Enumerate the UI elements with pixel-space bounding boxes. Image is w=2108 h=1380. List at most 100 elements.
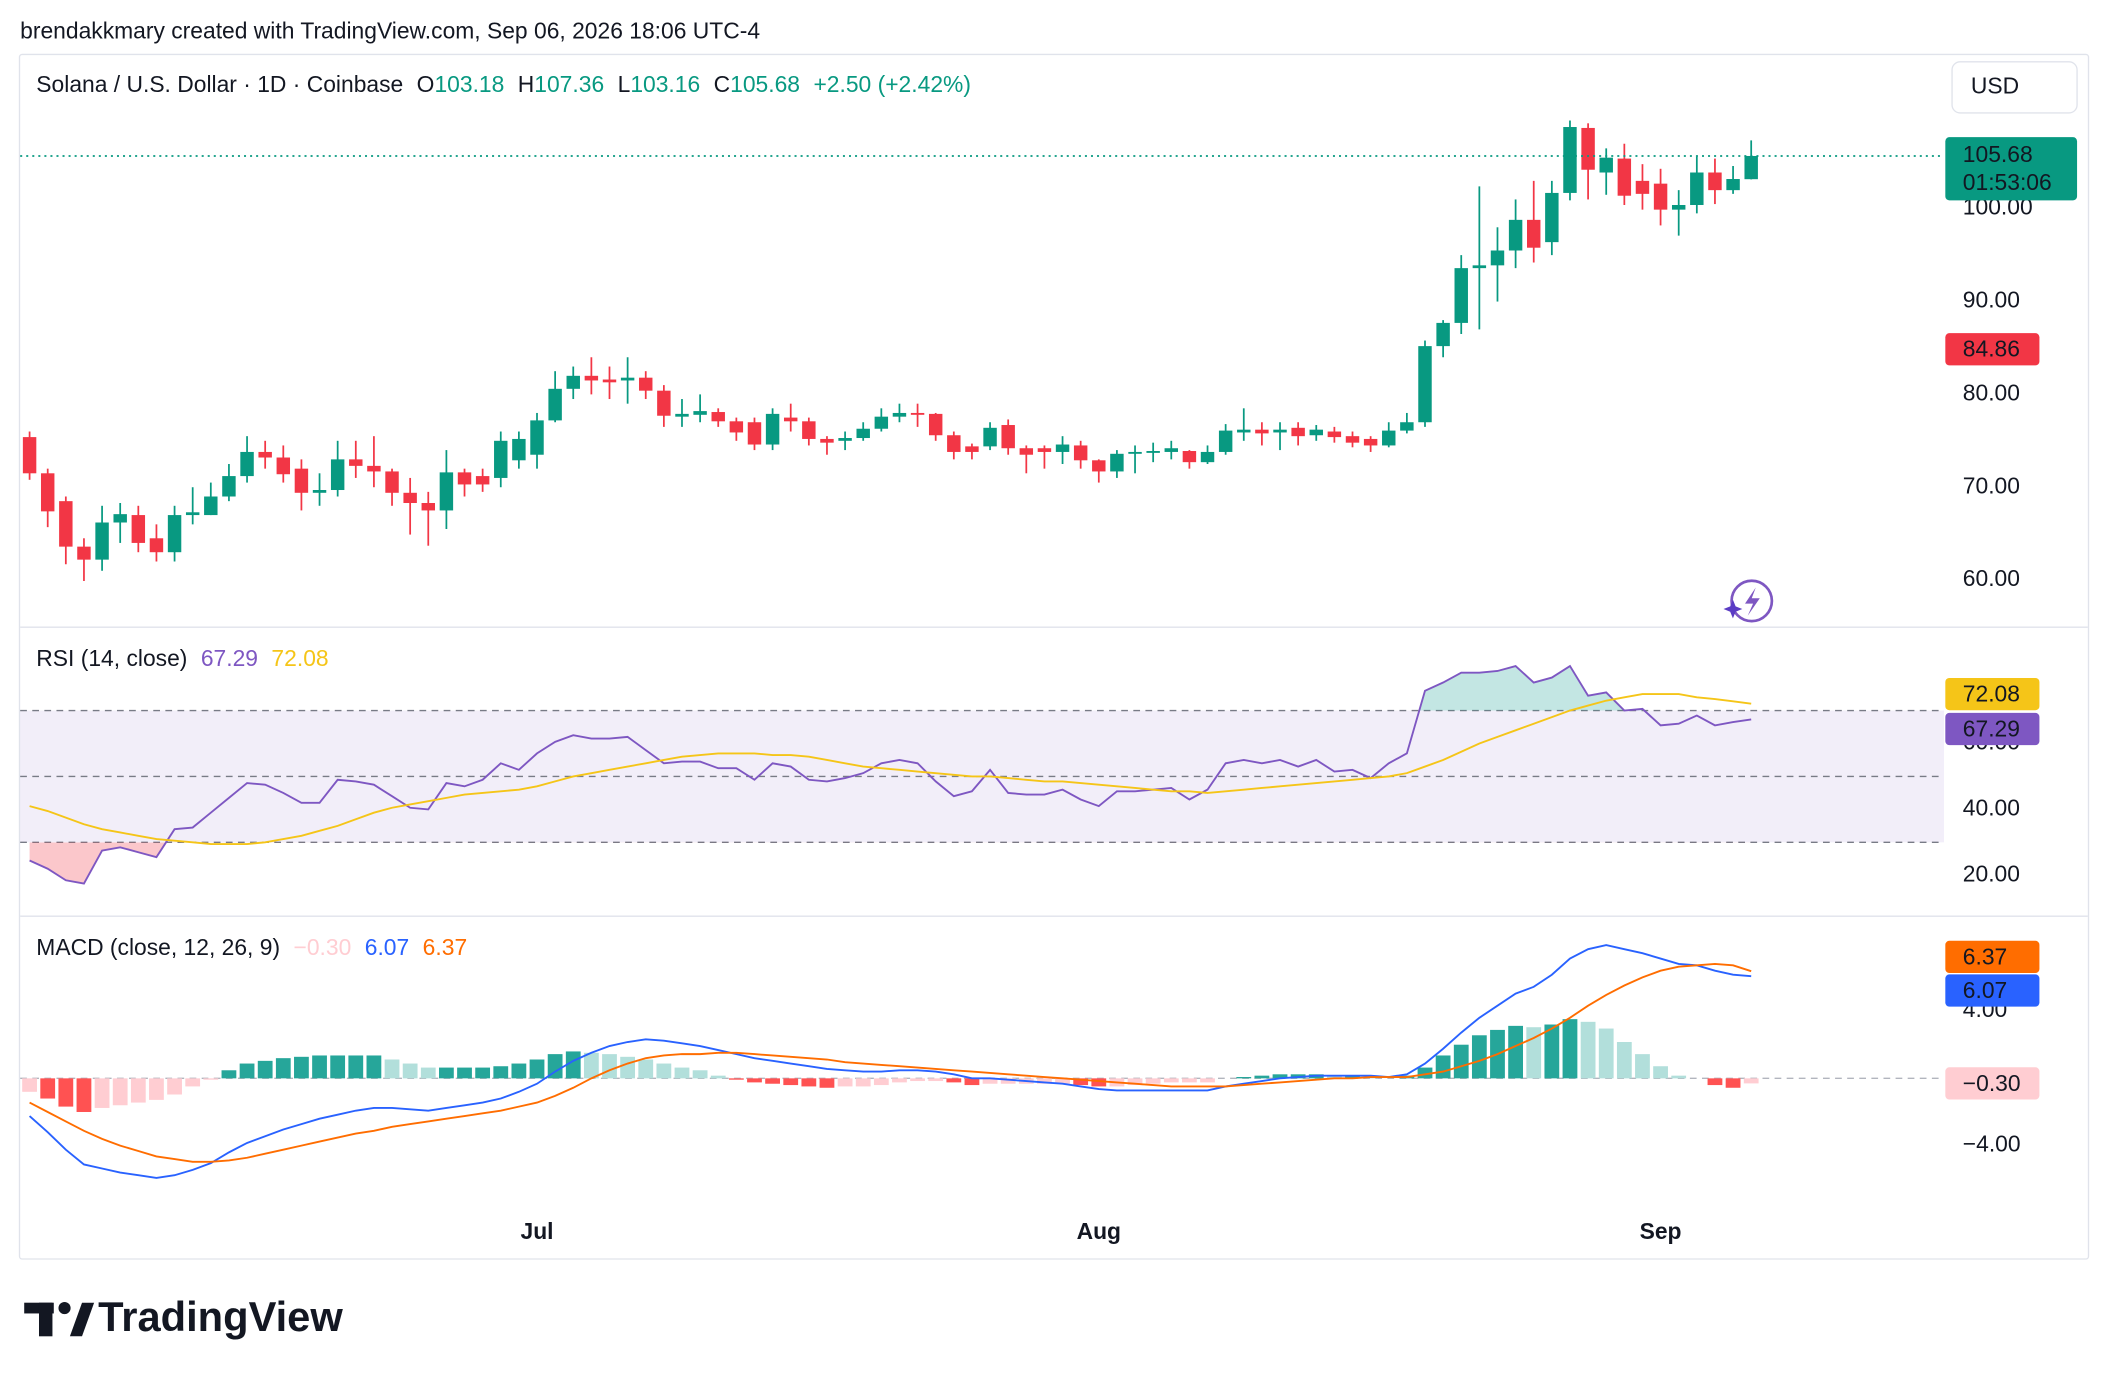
histogram-bar (257, 1060, 273, 1079)
candle-body (1508, 219, 1523, 251)
histogram-bar (1508, 1025, 1523, 1079)
macd-value-label: 6.37 (1945, 940, 2040, 974)
macd-legend-value: −0.30 (294, 934, 352, 960)
price-line-label: 84.86 (1945, 333, 2040, 366)
candle-body (385, 471, 399, 493)
histogram-bar (873, 1078, 889, 1086)
histogram-bar (783, 1078, 799, 1086)
histogram-bar (22, 1078, 37, 1092)
candle-body (910, 412, 925, 415)
x-tick-label: Jul (520, 1218, 553, 1244)
histogram-bar (1616, 1042, 1632, 1079)
candle-body (1073, 445, 1088, 461)
histogram-bar (728, 1078, 744, 1080)
chart-frame (18, 53, 2090, 1260)
price-line-label-box (1945, 333, 2040, 366)
candle-body (1581, 127, 1595, 170)
y-tick-label: 90.00 (1963, 287, 2020, 313)
candle-body (512, 438, 526, 461)
histogram-bar (1707, 1078, 1723, 1086)
histogram-bar (40, 1078, 56, 1099)
rsi-value-label-box (1945, 677, 2040, 711)
histogram-bar (529, 1059, 545, 1079)
macd-title: MACD (close, 12, 26, 9) (36, 934, 280, 960)
brand-logo (24, 1302, 95, 1337)
histogram-bar (819, 1078, 835, 1088)
candle-body (1146, 451, 1160, 453)
candle-body (1019, 448, 1034, 455)
histogram-bar (457, 1067, 472, 1079)
candle-body (494, 440, 508, 478)
candle-body (1418, 346, 1432, 423)
candle-body (1563, 127, 1577, 193)
histogram-bar (76, 1078, 92, 1112)
candle-body (330, 459, 345, 491)
y-tick-label: 70.00 (1963, 472, 2020, 498)
histogram-bar (203, 1078, 219, 1080)
macd-header: MACD (close, 12, 26, 9) −0.30 6.07 6.37 (36, 934, 467, 960)
attribution: brendakkmary created with TradingView.co… (20, 17, 760, 43)
symbol-title: Solana / U.S. Dollar · 1D · Coinbase (36, 71, 403, 97)
histogram-bar (185, 1078, 201, 1087)
symbol-header: Solana / U.S. Dollar · 1D · Coinbase O 103… (36, 71, 971, 97)
rsi-value-label: 72.08 (1945, 677, 2040, 711)
histogram-bar (892, 1078, 907, 1083)
rsi-legend-value: 72.08 (271, 645, 328, 671)
candle-body (765, 413, 780, 445)
histogram-bar (1037, 1078, 1052, 1084)
candle-body (131, 515, 146, 543)
rsi-header: RSI (14, close) 67.29 72.08 (36, 645, 328, 671)
histogram-bar (439, 1067, 454, 1079)
ohlc-value: 103.16 (630, 71, 700, 97)
ohlc-value: 107.36 (534, 71, 604, 97)
candle-body (1635, 180, 1650, 194)
candle-body (602, 379, 617, 383)
candle-body (620, 377, 635, 381)
y-tick-label: 80.00 (1963, 379, 2020, 405)
candle-body (856, 428, 870, 439)
rsi-title: RSI (14, close) (36, 645, 187, 671)
currency-button[interactable] (1951, 61, 2078, 114)
y-tick-label: 20.00 (1963, 860, 2020, 886)
candle-body (711, 412, 725, 422)
candle-body (1345, 436, 1360, 443)
ohlc-value: 105.68 (730, 71, 800, 97)
histogram-bar (402, 1063, 418, 1079)
overbought-fill (29, 666, 1752, 711)
histogram-bar (964, 1078, 980, 1086)
histogram-bar (1145, 1078, 1161, 1084)
ohlc-key: O (417, 71, 435, 97)
histogram-bar (1345, 1075, 1360, 1079)
histogram-bar (1254, 1075, 1270, 1079)
histogram-bar (855, 1078, 871, 1087)
rsi-value-label-text: 72.08 (1963, 680, 2020, 706)
candle-body (113, 514, 127, 523)
candle-body (820, 438, 834, 443)
histogram-bar (275, 1058, 291, 1079)
histogram-bar (511, 1063, 527, 1079)
candle-body (1527, 219, 1541, 248)
histogram-bar (710, 1075, 726, 1079)
last-price-text: 105.68 (1963, 141, 2033, 167)
histogram-bar (1127, 1078, 1143, 1086)
candle-body (947, 435, 961, 452)
candle-body (1092, 460, 1106, 472)
candle-body (928, 413, 943, 436)
currency-label[interactable]: USD (1971, 72, 2019, 98)
histogram-bar (130, 1078, 146, 1103)
candle-body (892, 412, 907, 417)
histogram-bar (747, 1078, 762, 1083)
histogram-bar (1580, 1021, 1596, 1079)
histogram-bar (149, 1078, 164, 1100)
histogram-bar (837, 1078, 853, 1087)
candle-body (1472, 265, 1487, 269)
histogram-bar (239, 1063, 255, 1079)
ohlc-key: C (714, 71, 731, 97)
replay-icon[interactable] (1723, 579, 1774, 623)
histogram-bar (1417, 1067, 1433, 1079)
candle-body (1490, 250, 1505, 266)
y-tick-label: 60.00 (1963, 565, 2020, 591)
candle-body (294, 468, 309, 493)
